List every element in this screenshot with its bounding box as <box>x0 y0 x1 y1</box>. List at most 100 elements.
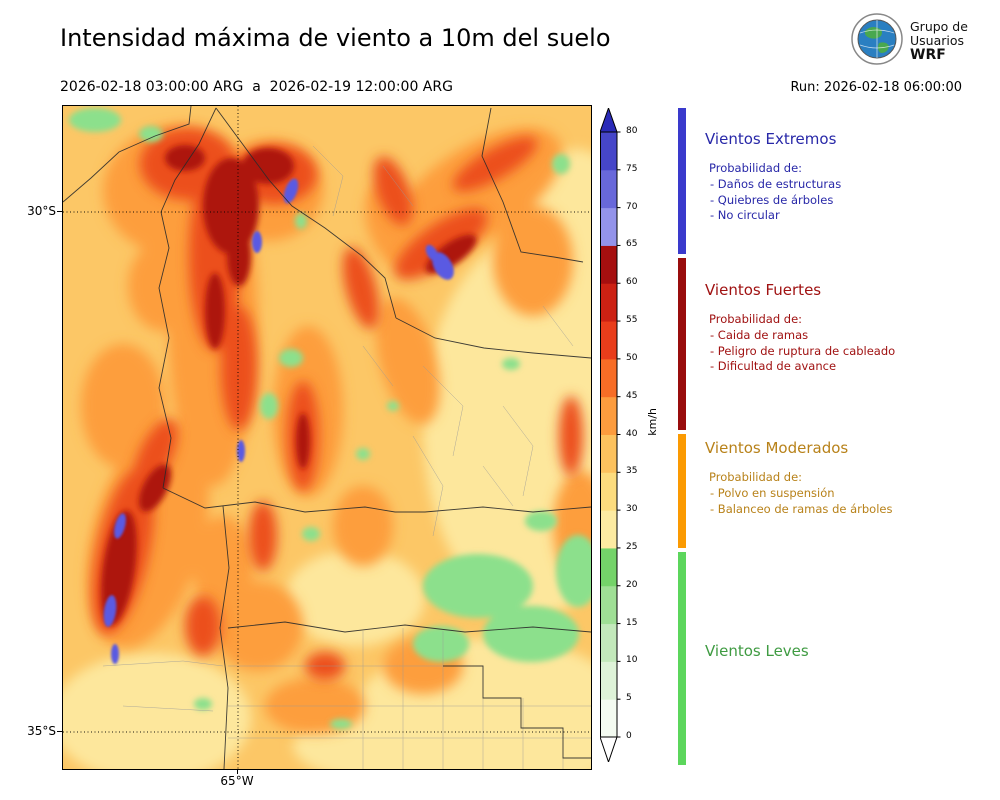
wind-blob <box>394 208 488 280</box>
legend-item: - Balanceo de ramas de árboles <box>710 501 893 516</box>
wind-blob <box>249 501 277 571</box>
colorbar-segment <box>600 472 617 511</box>
wind-blob <box>114 513 126 539</box>
colorbar-segment <box>600 434 617 473</box>
legend-probability-label: Probabilidad de: <box>709 470 803 484</box>
wind-blob <box>330 719 352 729</box>
colorbar-segment <box>600 132 617 171</box>
legend-item: - Caida de ramas <box>710 328 809 342</box>
wind-blob <box>285 550 425 646</box>
colorbar-tick: 65 <box>626 239 638 250</box>
wind-field-layer-dark-red <box>101 145 477 626</box>
legend-item: - Polvo en suspensión <box>710 486 835 500</box>
wind-blob <box>552 154 570 174</box>
logo-line-2: Usuarios <box>910 33 965 48</box>
colorbar-segment <box>600 283 617 322</box>
wind-blob <box>556 535 591 607</box>
colorbar-tick: 45 <box>626 390 638 401</box>
colorbar-tick: 40 <box>626 428 638 439</box>
wind-blob <box>452 136 538 192</box>
colorbar-tick-labels: 0 5 10 15 20 25 30 35 40 45 50 55 60 65 70 75 80 <box>626 0 652 800</box>
wind-blob <box>81 344 165 468</box>
colorbar-tick: 20 <box>626 579 638 590</box>
colorbar-tick: 80 <box>626 126 638 136</box>
logo-text: Grupo de Usuarios WRF <box>910 19 968 63</box>
wrf-globe-icon <box>851 13 903 69</box>
wind-blob <box>302 527 320 541</box>
colorbar-tick: 25 <box>626 541 638 552</box>
wind-blob <box>205 273 225 349</box>
province-borders <box>63 106 591 769</box>
colorbar-segment <box>600 661 617 700</box>
wind-field-plot <box>63 106 591 769</box>
legend-category-title: Vientos Leves <box>705 642 809 660</box>
wind-blob <box>342 247 380 329</box>
wind-blob <box>139 126 163 142</box>
legend-probability-label: Probabilidad de: <box>709 312 803 326</box>
colorbar-segment <box>600 699 617 738</box>
wind-blob <box>425 244 439 262</box>
legend-item: - Dificultad de avance <box>710 359 837 373</box>
valid-range-label: 2026-02-18 03:00:00 ARG a 2026-02-19 12:… <box>60 79 453 95</box>
wind-blob <box>463 696 591 769</box>
colorbar-tick: 60 <box>626 277 638 288</box>
legend-item: - Peligro de ruptura de cableado <box>710 343 896 358</box>
lon-tick-65w: 65°W <box>220 774 254 788</box>
wind-blob <box>103 595 117 627</box>
wind-blob <box>227 226 251 286</box>
legend-category-title: Vientos Extremos <box>705 130 837 148</box>
legend-category-title: Vientos Moderados <box>705 439 849 457</box>
wind-blob <box>413 626 469 662</box>
colorbar-segment <box>600 321 617 360</box>
colorbar-tick: 5 <box>626 693 632 704</box>
wind-blob <box>132 419 178 493</box>
wind-blob <box>333 486 393 566</box>
model-run-label: Run: 2026-02-18 06:00:00 <box>790 80 962 95</box>
colorbar-segment <box>600 510 617 549</box>
colorbar-tick: 55 <box>626 315 638 326</box>
colorbar-tick: 0 <box>626 731 632 741</box>
wind-blob <box>559 396 583 476</box>
lon-tickmark-65w <box>237 769 238 774</box>
wind-blob <box>283 178 299 204</box>
legend-category-0: Vientos Extremos Probabilidad de: - Daños … <box>705 130 995 224</box>
colorbar-segment <box>600 623 617 662</box>
wind-blob <box>387 401 399 411</box>
wrf-logo: Grupo de Usuarios WRF <box>851 13 968 69</box>
wind-blob <box>221 306 257 430</box>
lat-tickmark-30s <box>57 211 62 212</box>
wind-blob <box>376 297 440 425</box>
colorbar-segment <box>600 547 617 587</box>
legend-item: - Quiebres de árboles <box>710 192 834 207</box>
wind-field-layer-blue-extreme <box>103 178 454 664</box>
wind-blob <box>252 231 262 253</box>
colorbar-tick: 35 <box>626 466 638 477</box>
colorbar-segment <box>600 358 617 398</box>
colorbar-tick: 50 <box>626 352 638 363</box>
colorbar-segment <box>600 169 617 209</box>
wind-blob <box>63 653 251 769</box>
colorbar-tick: 70 <box>626 201 638 212</box>
colorbar <box>599 106 624 764</box>
wind-blob <box>295 213 307 229</box>
logo-line-1: Grupo de <box>910 19 968 34</box>
legend-category-1: Vientos Fuertes Probabilidad de: - Caida d… <box>705 281 995 375</box>
wind-blob <box>203 158 259 254</box>
lat-tickmark-35s <box>57 731 62 732</box>
colorbar-tick: 15 <box>626 617 638 628</box>
legend-category-3: Vientos Leves <box>705 642 995 673</box>
lat-tick-35s: 35°S <box>27 724 56 738</box>
wind-blob <box>493 206 573 316</box>
legend-item: - No circular <box>710 208 780 222</box>
wind-blob <box>483 606 579 662</box>
wind-blob <box>185 596 221 656</box>
wind-blob <box>373 156 413 226</box>
colorbar-tick: 75 <box>626 163 638 174</box>
wind-blob <box>260 393 278 419</box>
wind-blob <box>111 644 119 664</box>
wind-blob <box>296 413 310 469</box>
wind-blob <box>423 554 533 618</box>
wind-blob <box>525 511 557 531</box>
colorbar-segment <box>600 396 617 435</box>
